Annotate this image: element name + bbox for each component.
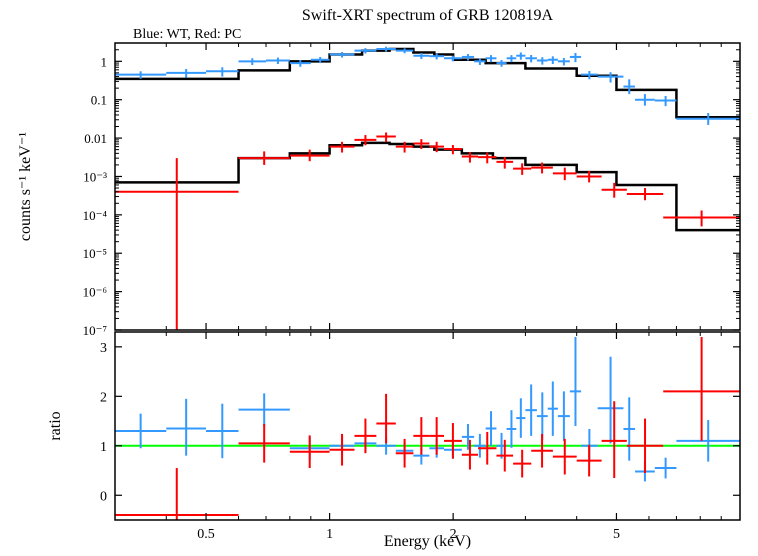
y-tick-label: 1 [101, 54, 108, 69]
chart-subtitle: Blue: WT, Red: PC [133, 27, 241, 42]
ratio-tick-label: 2 [100, 390, 107, 405]
x-tick-label: 1 [326, 527, 333, 542]
y-axis-label: counts s⁻¹ keV⁻¹ [17, 132, 34, 241]
chart-container: Swift-XRT spectrum of GRB 120819A Blue: W… [0, 0, 758, 556]
y-tick-label: 10⁻⁵ [83, 246, 107, 261]
y-tick-label: 0.1 [91, 93, 107, 108]
x-axis-label: Energy (keV) [384, 533, 471, 550]
y-tick-label: 10⁻³ [83, 169, 107, 184]
ratio-axis-label: ratio [47, 411, 64, 440]
x-tick-label: 0.5 [197, 527, 215, 542]
chart-title: Swift-XRT spectrum of GRB 120819A [302, 7, 554, 24]
y-tick-label: 10⁻⁴ [83, 208, 108, 223]
x-tick-label: 5 [613, 527, 620, 542]
y-tick-label: 10⁻⁶ [83, 285, 107, 300]
xrt-spectrum-chart: Swift-XRT spectrum of GRB 120819A Blue: W… [0, 0, 758, 556]
y-tick-label: 0.01 [84, 131, 107, 146]
ratio-tick-label: 3 [100, 341, 107, 356]
ratio-tick-label: 1 [100, 440, 107, 455]
ratio-tick-label: 0 [100, 489, 107, 504]
y-tick-label: 10⁻⁷ [83, 323, 107, 338]
